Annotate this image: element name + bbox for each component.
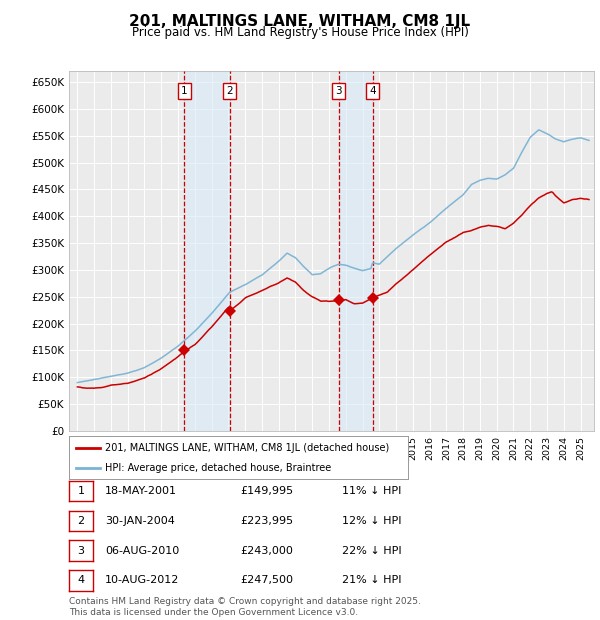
Text: £149,995: £149,995	[240, 486, 293, 496]
Text: Price paid vs. HM Land Registry's House Price Index (HPI): Price paid vs. HM Land Registry's House …	[131, 26, 469, 39]
Text: 21% ↓ HPI: 21% ↓ HPI	[342, 575, 401, 585]
Text: 11% ↓ HPI: 11% ↓ HPI	[342, 486, 401, 496]
Text: 1: 1	[181, 86, 188, 96]
Text: 18-MAY-2001: 18-MAY-2001	[105, 486, 177, 496]
Text: 4: 4	[77, 575, 85, 585]
Text: £223,995: £223,995	[240, 516, 293, 526]
Text: 3: 3	[77, 546, 85, 556]
Text: HPI: Average price, detached house, Braintree: HPI: Average price, detached house, Brai…	[104, 463, 331, 473]
Text: 12% ↓ HPI: 12% ↓ HPI	[342, 516, 401, 526]
Text: 1: 1	[77, 486, 85, 496]
Text: Contains HM Land Registry data © Crown copyright and database right 2025.
This d: Contains HM Land Registry data © Crown c…	[69, 598, 421, 617]
Text: 2: 2	[226, 86, 233, 96]
Text: 10-AUG-2012: 10-AUG-2012	[105, 575, 179, 585]
Text: 30-JAN-2004: 30-JAN-2004	[105, 516, 175, 526]
Text: 201, MALTINGS LANE, WITHAM, CM8 1JL: 201, MALTINGS LANE, WITHAM, CM8 1JL	[130, 14, 470, 29]
Text: £243,000: £243,000	[240, 546, 293, 556]
Bar	[339, 71, 373, 431]
Text: 3: 3	[335, 86, 342, 96]
Text: £247,500: £247,500	[240, 575, 293, 585]
Text: 06-AUG-2010: 06-AUG-2010	[105, 546, 179, 556]
Text: 201, MALTINGS LANE, WITHAM, CM8 1JL (detached house): 201, MALTINGS LANE, WITHAM, CM8 1JL (det…	[104, 443, 389, 453]
Text: 4: 4	[369, 86, 376, 96]
Text: 2: 2	[77, 516, 85, 526]
Bar	[184, 71, 230, 431]
Text: 22% ↓ HPI: 22% ↓ HPI	[342, 546, 401, 556]
